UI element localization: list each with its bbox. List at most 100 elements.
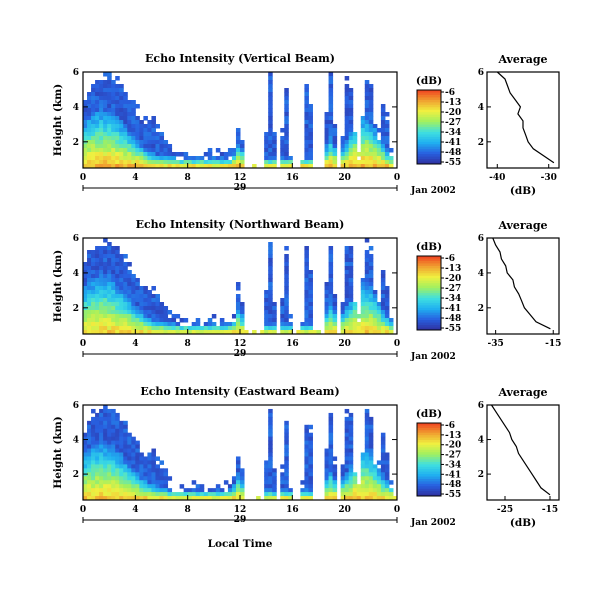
heatmap-cell xyxy=(384,326,390,331)
heatmap-cell xyxy=(139,472,144,477)
heatmap-cell xyxy=(151,480,156,485)
heatmap-cell xyxy=(284,294,289,299)
heatmap-cell xyxy=(195,160,201,165)
heatmap-cell xyxy=(268,266,273,271)
heatmap-cell xyxy=(147,484,152,489)
heatmap-cell xyxy=(268,460,273,465)
heatmap-cell xyxy=(91,124,96,129)
heatmap-cell xyxy=(332,322,338,327)
heatmap-cell xyxy=(123,480,128,485)
heatmap-cell xyxy=(107,310,112,315)
heatmap-cell xyxy=(83,484,88,489)
heatmap-cell xyxy=(103,330,108,335)
heatmap-cell xyxy=(191,330,197,335)
heatmap-cell xyxy=(103,104,108,109)
heatmap-cell xyxy=(304,282,309,287)
heatmap-cell xyxy=(159,314,165,319)
heatmap-cell xyxy=(83,444,88,450)
heatmap-cell xyxy=(372,298,378,303)
heatmap-cell xyxy=(91,452,96,457)
heatmap-cell xyxy=(107,124,112,129)
heatmap-cell xyxy=(103,152,108,157)
heatmap-cell xyxy=(139,140,144,145)
heatmap-cell xyxy=(111,322,116,327)
heatmap-cell xyxy=(324,464,330,469)
heatmap-cell xyxy=(388,156,394,161)
heatmap-cell xyxy=(155,318,160,323)
heatmap-cell xyxy=(264,298,269,303)
heatmap-cell xyxy=(264,326,269,331)
colorbar-segment xyxy=(417,288,441,291)
heatmap-cell xyxy=(304,302,309,307)
heatmap-cell xyxy=(151,136,156,141)
heatmap-cell xyxy=(171,314,177,319)
heatmap-cell xyxy=(123,156,128,161)
heatmap-cell xyxy=(231,160,237,165)
heatmap-cell xyxy=(199,160,205,165)
heatmap-cell xyxy=(235,488,241,493)
heatmap-cell xyxy=(111,472,116,477)
heatmap-cell xyxy=(268,322,273,327)
average-title: Average xyxy=(497,53,547,66)
heatmap-cell xyxy=(135,140,140,145)
heatmap-cell xyxy=(304,100,309,105)
heatmap-cell xyxy=(99,314,104,319)
heatmap-cell xyxy=(115,96,120,101)
colorbar-segment xyxy=(417,102,441,106)
heatmap-cell xyxy=(111,124,116,129)
average-y-tick-label: 6 xyxy=(478,234,484,244)
heatmap-cell xyxy=(348,424,354,430)
heatmap-cell xyxy=(348,318,354,323)
y-tick-label: 6 xyxy=(73,401,79,411)
heatmap-cell xyxy=(280,310,285,315)
heatmap-cell xyxy=(135,472,140,477)
heatmap-cell xyxy=(308,128,313,133)
heatmap-cell xyxy=(119,112,124,117)
heatmap-cell xyxy=(103,480,108,485)
heatmap-cell xyxy=(304,468,309,473)
heatmap-cell xyxy=(87,92,92,97)
heatmap-cell xyxy=(127,270,132,275)
heatmap-cell xyxy=(356,160,362,165)
heatmap-cell xyxy=(272,492,277,497)
heatmap-cell xyxy=(388,488,394,493)
heatmap-cell xyxy=(87,452,92,457)
heatmap-cell xyxy=(91,112,96,117)
heatmap-cell xyxy=(115,302,120,307)
heatmap-cell xyxy=(268,92,273,97)
heatmap-cell xyxy=(99,84,104,89)
heatmap-cell xyxy=(231,492,237,497)
heatmap-cell xyxy=(368,262,374,267)
heatmap-cell xyxy=(167,164,173,169)
heatmap-cell xyxy=(360,294,366,299)
average-x-tick-label: -15 xyxy=(545,339,561,349)
heatmap-cell xyxy=(344,464,350,469)
colorbar-segment xyxy=(417,134,441,138)
heatmap-cell xyxy=(115,250,120,255)
heatmap-cell xyxy=(91,266,96,271)
heatmap-cell xyxy=(99,488,104,493)
heatmap-cell xyxy=(280,326,285,331)
heatmap-cell xyxy=(304,460,309,465)
heatmap-cell xyxy=(99,322,104,327)
heatmap-cell xyxy=(131,464,136,469)
heatmap-cell xyxy=(163,310,169,315)
heatmap-cell xyxy=(380,136,386,141)
colorbar-segment xyxy=(417,159,441,162)
heatmap-cell xyxy=(388,326,394,331)
heatmap-cell xyxy=(151,318,156,323)
heatmap-cell xyxy=(163,480,169,485)
heatmap-cell xyxy=(123,290,128,295)
heatmap-cell xyxy=(328,290,334,295)
heatmap-cell xyxy=(83,270,88,275)
heatmap-cell xyxy=(268,242,273,247)
heatmap-cell xyxy=(340,492,346,497)
heatmap-cell xyxy=(304,116,309,121)
heatmap-cell xyxy=(115,270,120,275)
heatmap-cell xyxy=(332,132,338,137)
heatmap-cell xyxy=(272,160,277,165)
heatmap-cell xyxy=(143,480,148,485)
heatmap-cell xyxy=(135,456,140,461)
heatmap-cell xyxy=(155,468,160,473)
heatmap-cell xyxy=(376,318,382,323)
